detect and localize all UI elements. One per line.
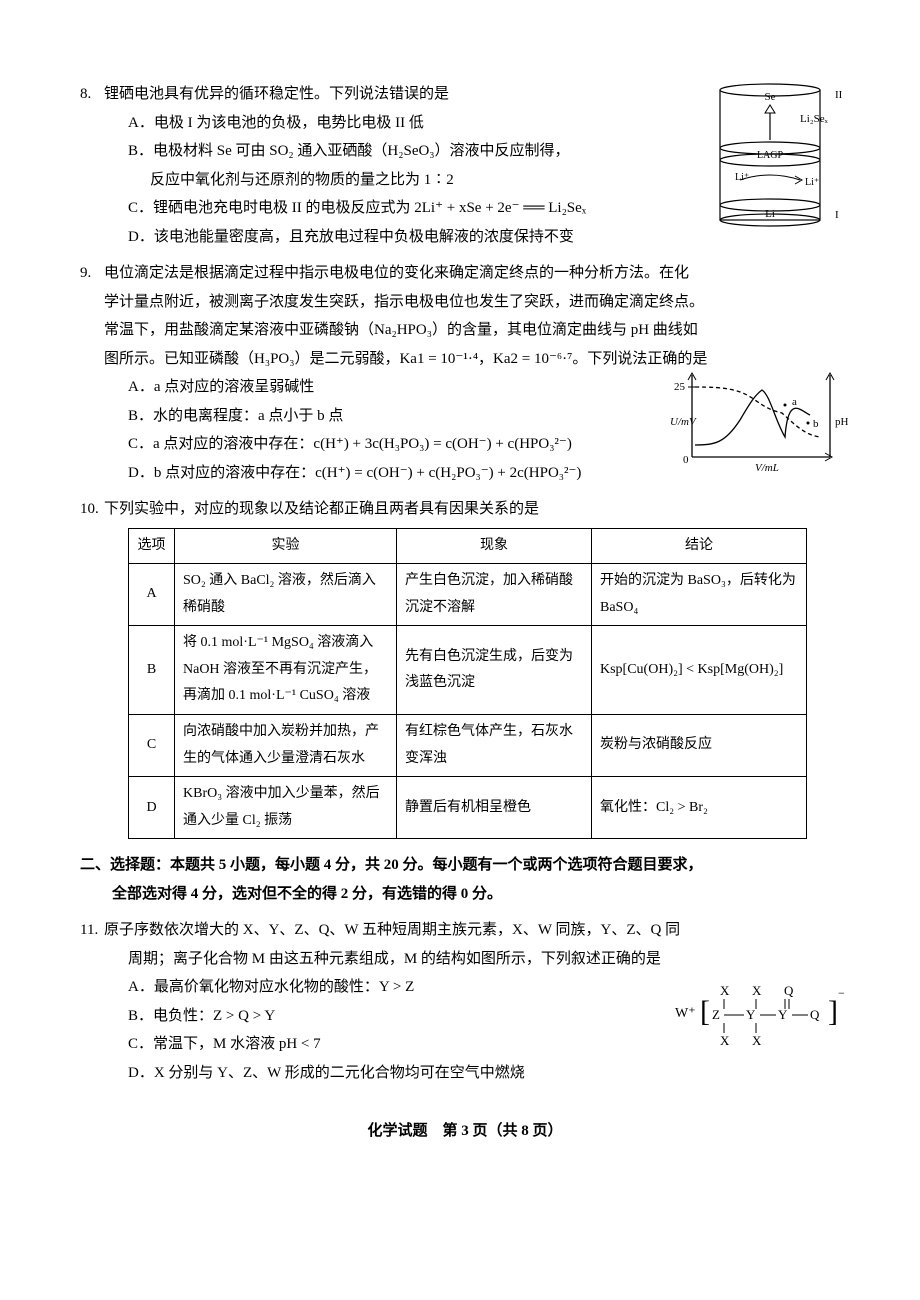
q9-stem2: 学计量点附近，被测离子浓度发生突跃，指示电极电位也发生了突跃，进而确定滴定终点。 (104, 288, 850, 317)
svg-text:W⁺: W⁺ (675, 1006, 696, 1021)
svg-text:Q: Q (784, 983, 794, 998)
label-se: Se (765, 91, 776, 103)
graph-ylabel2: pH (835, 416, 849, 428)
table-row: A SO₂ 通入 BaCl₂ 溶液，然后滴入稀硝酸 产生白色沉淀，加入稀硝酸沉淀… (129, 564, 807, 626)
graph-xlabel: V/mL (755, 462, 779, 474)
page-footer: 化学试题 第 3 页（共 8 页） (80, 1117, 850, 1146)
svg-text:Y: Y (778, 1007, 788, 1022)
label-li-left: Li⁺ (735, 172, 749, 183)
structure-figure: W⁺ [ ] − X X Q Z Y Y Q (670, 973, 850, 1064)
q8-stem: 锂硒电池具有优异的循环稳定性。下列说法错误的是 (104, 86, 449, 102)
label-II: II (835, 89, 843, 101)
section2-line2: 全部选对得 4 分，选对但不全的得 2 分，有选错的得 0 分。 (112, 880, 850, 909)
q11-num: 11. (80, 916, 104, 945)
battery-diagram: Se Li₂Seₓ LAGP Li⁺ Li⁺ Li II I (700, 80, 850, 241)
svg-text:−: − (838, 986, 845, 1000)
svg-text:X: X (720, 983, 730, 998)
q9-num: 9. (80, 259, 104, 288)
table-row: B 将 0.1 mol·L⁻¹ MgSO₄ 溶液滴入 NaOH 溶液至不再有沉淀… (129, 626, 807, 715)
th-exp: 实验 (175, 528, 397, 564)
label-li-right: Li⁺ (805, 177, 819, 188)
table-row: D KBrO₃ 溶液中加入少量苯，然后通入少量 Cl₂ 振荡 静置后有机相呈橙色… (129, 777, 807, 839)
th-conc: 结论 (592, 528, 807, 564)
label-I: I (835, 209, 839, 221)
q11-stem2: 周期；离子化合物 M 由这五种元素组成，M 的结构如图所示，下列叙述正确的是 (128, 945, 850, 974)
graph-y25: 25 (674, 381, 686, 393)
table-row: C 向浓硝酸中加入炭粉并加热，产生的气体通入少量澄清石灰水 有红棕色气体产生，石… (129, 715, 807, 777)
th-opt: 选项 (129, 528, 175, 564)
q8-num: 8. (80, 80, 104, 109)
q10-num: 10. (80, 495, 104, 524)
label-li: Li (765, 208, 775, 220)
titration-graph: 25 U/mV pH V/mL 0 a b (670, 365, 850, 486)
graph-zero: 0 (683, 454, 689, 466)
label-li2sex: Li₂Seₓ (800, 113, 829, 125)
th-phen: 现象 (397, 528, 592, 564)
graph-a: a (792, 396, 797, 408)
svg-text:X: X (720, 1033, 730, 1048)
q11-stem1: 原子序数依次增大的 X、Y、Z、Q、W 五种短周期主族元素，X、W 同族，Y、Z… (104, 922, 680, 938)
svg-text:]: ] (828, 995, 838, 1028)
svg-text:X: X (752, 1033, 762, 1048)
graph-ylabel: U/mV (670, 416, 697, 428)
q9-stem3: 常温下，用盐酸滴定某溶液中亚磷酸钠（Na₂HPO₃）的含量，其电位滴定曲线与 p… (104, 316, 850, 345)
svg-text:Z: Z (712, 1007, 720, 1022)
svg-text:Y: Y (746, 1007, 756, 1022)
q10-stem: 下列实验中，对应的现象以及结论都正确且两者具有因果关系的是 (104, 501, 539, 517)
section2-line1: 二、选择题：本题共 5 小题，每小题 4 分，共 20 分。每小题有一个或两个选… (80, 851, 850, 880)
svg-text:[: [ (700, 995, 710, 1028)
svg-text:Q: Q (810, 1007, 820, 1022)
label-lagp: LAGP (757, 150, 784, 161)
graph-b: b (813, 418, 819, 430)
experiment-table: 选项 实验 现象 结论 A SO₂ 通入 BaCl₂ 溶液，然后滴入稀硝酸 产生… (128, 528, 807, 840)
svg-text:X: X (752, 983, 762, 998)
q9-stem1: 电位滴定法是根据滴定过程中指示电极电位的变化来确定滴定终点的一种分析方法。在化 (104, 265, 689, 281)
